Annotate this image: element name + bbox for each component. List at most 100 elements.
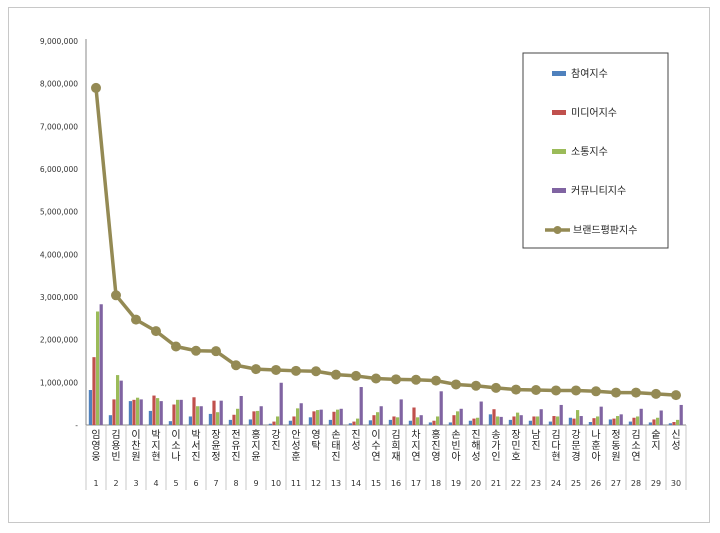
rank-label: 10 <box>271 479 281 488</box>
brand-index-marker <box>371 373 381 384</box>
bar-2 <box>572 418 576 425</box>
legend-label: 참여지수 <box>571 68 608 80</box>
bar-1 <box>468 420 472 425</box>
rank-label: 20 <box>471 479 481 488</box>
y-tick-label: 8,000,000 <box>40 80 78 89</box>
bar-1 <box>368 420 372 425</box>
bar-2 <box>652 419 656 425</box>
rank-label: 13 <box>331 479 341 488</box>
bar-3 <box>616 416 620 425</box>
legend-label: 소통지수 <box>571 146 608 158</box>
rank-label: 2 <box>113 479 118 488</box>
bar-1 <box>668 423 672 425</box>
bar-3 <box>276 416 280 425</box>
bar-4 <box>639 408 643 425</box>
bar-1 <box>348 423 352 425</box>
bar-4 <box>239 395 243 425</box>
bar-4 <box>119 380 123 425</box>
brand-index-marker <box>111 290 121 301</box>
legend-label: 미디어지수 <box>571 107 617 119</box>
y-tick-label: 5,000,000 <box>40 208 78 217</box>
rank-label: 6 <box>193 479 198 488</box>
bar-1 <box>88 390 92 425</box>
brand-index-marker <box>211 346 221 357</box>
bar-2 <box>392 416 396 425</box>
bar-1 <box>248 419 252 425</box>
bar-1 <box>648 422 652 425</box>
bar-4 <box>399 399 403 425</box>
bar-4 <box>319 409 323 425</box>
bar-3 <box>676 419 680 425</box>
bar-4 <box>279 382 283 425</box>
rank-label: 9 <box>253 479 258 488</box>
brand-index-marker <box>291 365 301 376</box>
rank-label: 22 <box>511 479 521 488</box>
rank-label: 14 <box>351 479 361 488</box>
bar-2 <box>332 411 336 425</box>
bar-1 <box>128 401 132 425</box>
bar-1 <box>448 422 452 425</box>
y-tick-label: 4,000,000 <box>40 250 78 259</box>
rank-label: 21 <box>491 479 501 488</box>
bar-1 <box>588 422 592 425</box>
brand-index-marker <box>171 341 181 352</box>
bar-3 <box>216 412 220 425</box>
bar-3 <box>476 417 480 425</box>
bar-1 <box>528 420 532 425</box>
bar-4 <box>259 406 263 425</box>
bar-2 <box>312 411 316 425</box>
bar-4 <box>419 415 423 425</box>
bar-3 <box>136 397 140 425</box>
bar-3 <box>156 398 160 425</box>
rank-label: 26 <box>591 479 601 488</box>
bar-4 <box>679 404 683 425</box>
brand-index-marker <box>131 314 141 325</box>
bar-2 <box>552 416 556 425</box>
rank-label: 12 <box>311 479 321 488</box>
y-tick-label: 1,000,000 <box>40 378 78 387</box>
bar-2 <box>432 420 436 425</box>
bar-2 <box>352 421 356 425</box>
bar-1 <box>568 417 572 425</box>
bar-1 <box>148 410 152 425</box>
bar-3 <box>656 417 660 425</box>
rank-label: 7 <box>213 479 218 488</box>
bar-2 <box>232 414 236 425</box>
bar-4 <box>379 406 383 425</box>
bar-3 <box>256 410 260 425</box>
brand-index-marker <box>251 364 261 375</box>
bar-4 <box>659 410 663 425</box>
brand-index-marker <box>491 382 501 393</box>
bar-4 <box>499 416 503 425</box>
rank-label: 28 <box>631 479 641 488</box>
bar-2 <box>292 416 296 425</box>
bar-1 <box>328 419 332 425</box>
rank-label: 8 <box>233 479 238 488</box>
bar-1 <box>428 422 432 425</box>
bar-1 <box>308 417 312 425</box>
bar-3 <box>336 409 340 425</box>
bar-2 <box>252 411 256 425</box>
bar-2 <box>452 415 456 425</box>
rank-label: 11 <box>291 479 301 488</box>
bar-3 <box>496 416 500 425</box>
brand-index-marker <box>351 370 361 381</box>
bar-1 <box>548 421 552 425</box>
bar-1 <box>188 416 192 425</box>
legend-label: 커뮤니티지수 <box>571 185 626 197</box>
legend-line-marker <box>553 226 562 234</box>
bar-1 <box>628 421 632 425</box>
bar-4 <box>539 409 543 425</box>
bar-3 <box>356 418 360 425</box>
bar-4 <box>599 406 603 425</box>
bar-3 <box>96 311 100 425</box>
bar-1 <box>228 419 232 425</box>
